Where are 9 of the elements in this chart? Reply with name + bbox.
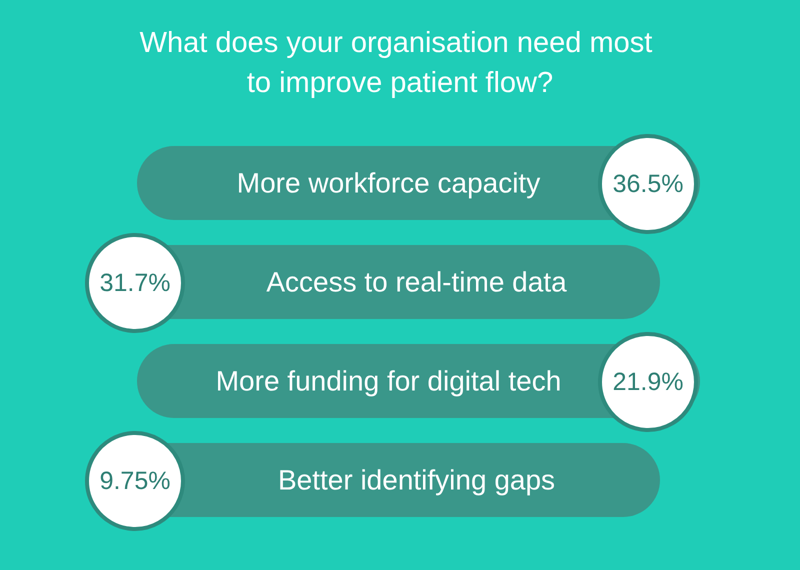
- category-label: Access to real-time data: [266, 266, 568, 298]
- data-label: 36.5%: [612, 170, 684, 198]
- data-label: 9.75%: [100, 467, 170, 495]
- category-label: More workforce capacity: [236, 168, 540, 198]
- category-label: More funding for digital tech: [216, 366, 562, 396]
- text: What does your organisation need most to improve patient flow?: [140, 27, 660, 99]
- category-label: Better identifying gaps: [278, 464, 556, 496]
- data-label: 31.7%: [100, 269, 170, 297]
- data-label: 21.9%: [612, 368, 684, 396]
